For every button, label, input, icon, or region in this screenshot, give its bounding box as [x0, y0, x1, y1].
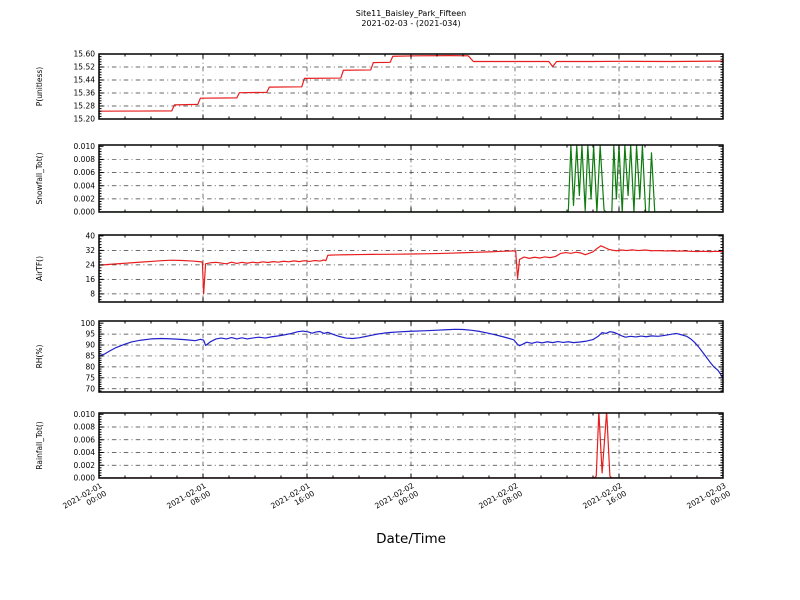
svg-text:Rainfall_Tot(): Rainfall_Tot(): [35, 421, 44, 469]
x-tick-label: 2021-02-02 00:00: [373, 481, 420, 511]
x-axis-title: Date/Time: [376, 531, 446, 547]
svg-text:0.006: 0.006: [74, 435, 96, 444]
svg-text:15.44: 15.44: [74, 76, 96, 85]
x-tick-label: 2021-02-02 08:00: [477, 481, 524, 511]
chart-title: Site11_Baisley_Park_Fifteen 2021-02-03 -…: [11, 9, 800, 29]
panel-rainfall-tot: 0.000 0.002 0.004 0.006 0.008 0.010 Rainfall_T…: [35, 410, 724, 483]
svg-text:15.20: 15.20: [74, 115, 96, 124]
svg-text:75: 75: [85, 373, 95, 382]
svg-text:0.004: 0.004: [74, 181, 96, 190]
svg-text:24: 24: [85, 260, 95, 269]
svg-text:0.000: 0.000: [74, 474, 96, 483]
svg-text:90: 90: [85, 341, 95, 350]
svg-text:0.010: 0.010: [74, 142, 96, 151]
svg-text:32: 32: [85, 246, 95, 255]
svg-text:15.60: 15.60: [74, 50, 96, 59]
svg-text:70: 70: [85, 384, 95, 393]
svg-text:85: 85: [85, 352, 95, 361]
x-tick-label: 2021-02-01 16:00: [269, 481, 316, 511]
svg-text:0.002: 0.002: [74, 194, 96, 203]
svg-text:0.000: 0.000: [74, 208, 96, 217]
x-tick-label: 2021-02-02 16:00: [581, 481, 628, 511]
svg-text:0.008: 0.008: [74, 423, 96, 432]
svg-text:Snowfall_Tot(): Snowfall_Tot(): [35, 152, 44, 204]
svg-text:8: 8: [90, 289, 95, 298]
svg-text:15.52: 15.52: [74, 63, 96, 72]
svg-text:80: 80: [85, 362, 95, 371]
panel-snowfall-tot: 0.000 0.002 0.004 0.006 0.008 0.010 Snowfall_T…: [35, 142, 724, 217]
svg-text:RH(%): RH(%): [35, 345, 44, 369]
x-tick-label: 2021-02-01 00:00: [61, 481, 108, 511]
x-tick-label: 2021-02-01 08:00: [165, 481, 212, 511]
svg-text:AirTF(): AirTF(): [35, 256, 44, 281]
chart-title-line1: Site11_Baisley_Park_Fifteen: [355, 9, 467, 18]
svg-text:0.004: 0.004: [74, 448, 96, 457]
svg-text:0.008: 0.008: [74, 155, 96, 164]
x-tick-label: 2021-02-03 00:00: [685, 481, 732, 511]
chart-title-line2: 2021-02-03 - (2021-034): [361, 19, 461, 28]
svg-text:P(unitless): P(unitless): [35, 67, 44, 106]
svg-text:16: 16: [85, 275, 95, 284]
svg-text:0.002: 0.002: [74, 461, 96, 470]
svg-text:0.006: 0.006: [74, 168, 96, 177]
svg-text:15.28: 15.28: [74, 102, 96, 111]
svg-text:100: 100: [81, 319, 96, 328]
svg-text:40: 40: [85, 232, 95, 241]
svg-text:0.010: 0.010: [74, 410, 96, 419]
svg-text:15.36: 15.36: [74, 89, 96, 98]
svg-text:95: 95: [85, 330, 95, 339]
panel-airtf: 8 16 24 32 40 AirTF(): [35, 232, 724, 303]
panel-p-unitless: 15.20 15.28 15.36 15.44 15.52 15.60 P(unitless…: [35, 50, 724, 124]
